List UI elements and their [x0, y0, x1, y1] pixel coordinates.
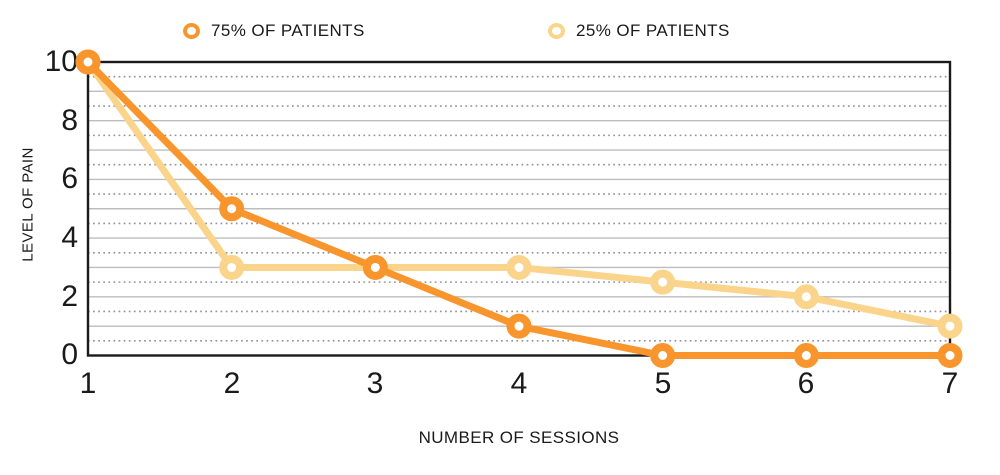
legend-label-75pct: 75% OF PATIENTS: [211, 21, 365, 40]
y-tick-4: 4: [61, 221, 78, 254]
legend-item-75pct: 75% OF PATIENTS: [183, 19, 365, 43]
legend-label-25pct: 25% OF PATIENTS: [576, 21, 730, 40]
x-axis-title: NUMBER OF SESSIONS: [418, 428, 620, 447]
x-tick-4: 4: [510, 367, 528, 400]
legend-marker-75pct-icon: [183, 23, 200, 39]
x-tick-5: 5: [654, 367, 672, 400]
y-tick-6: 6: [61, 162, 78, 195]
y-tick-8: 8: [61, 104, 78, 137]
legend-marker-25pct-icon: [548, 23, 565, 39]
legend-item-25pct: 25% OF PATIENTS: [548, 19, 730, 43]
x-tick-6: 6: [797, 367, 815, 400]
x-tick-2: 2: [223, 367, 241, 400]
x-tick-1: 1: [79, 367, 97, 400]
y-tick-0: 0: [61, 338, 78, 371]
y-tick-2: 2: [61, 280, 78, 313]
x-tick-7: 7: [941, 367, 959, 400]
y-tick-10: 10: [44, 45, 78, 78]
x-tick-3: 3: [366, 367, 384, 400]
